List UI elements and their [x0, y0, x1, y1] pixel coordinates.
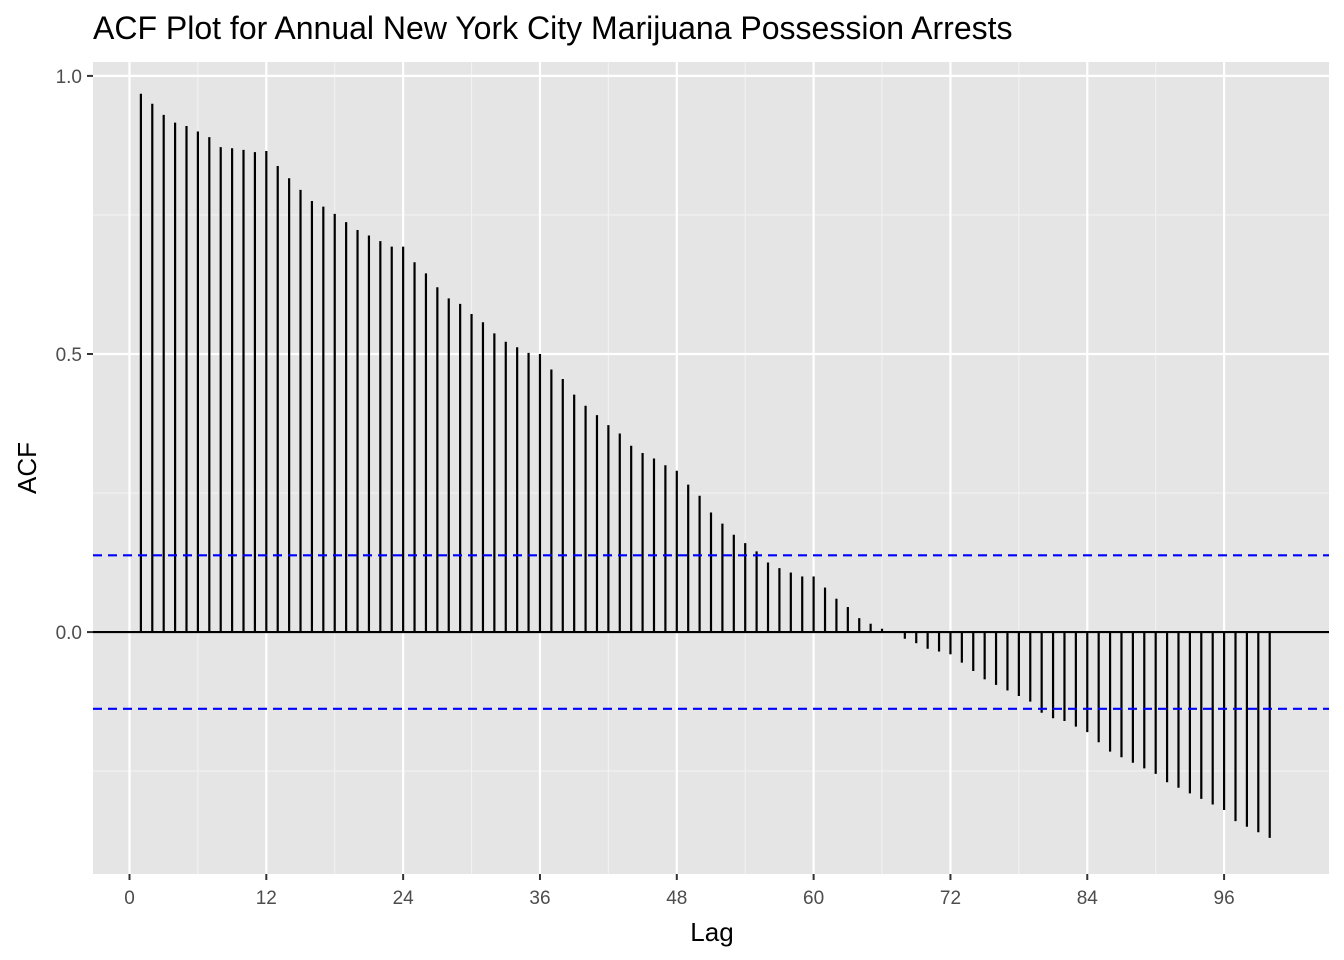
x-tick-label: 96 [1214, 888, 1235, 909]
x-axis-title: Lag [690, 917, 733, 947]
x-tick-label: 72 [940, 888, 961, 909]
plot-panel [93, 62, 1329, 874]
x-tick-label: 12 [256, 888, 277, 909]
x-tick-label: 24 [393, 888, 415, 909]
y-tick-label: 1.0 [56, 67, 82, 88]
axes: 0 12 24 36 48 60 72 84 96 0.0 0.5 1.0 [56, 67, 1235, 909]
x-tick-label: 36 [529, 888, 550, 909]
x-tick-label: 60 [803, 888, 824, 909]
x-tick-label: 0 [124, 888, 135, 909]
panel-background [93, 62, 1329, 874]
y-axis-title: ACF [12, 442, 42, 494]
reference-lines [93, 554, 1329, 710]
x-tick-label: 48 [666, 888, 687, 909]
y-tick-label: 0.5 [56, 345, 82, 366]
acf-bars [139, 93, 1271, 838]
x-tick-label: 84 [1077, 888, 1099, 909]
chart-title: ACF Plot for Annual New York City Mariju… [93, 10, 1013, 46]
y-tick-label: 0.0 [56, 623, 82, 644]
